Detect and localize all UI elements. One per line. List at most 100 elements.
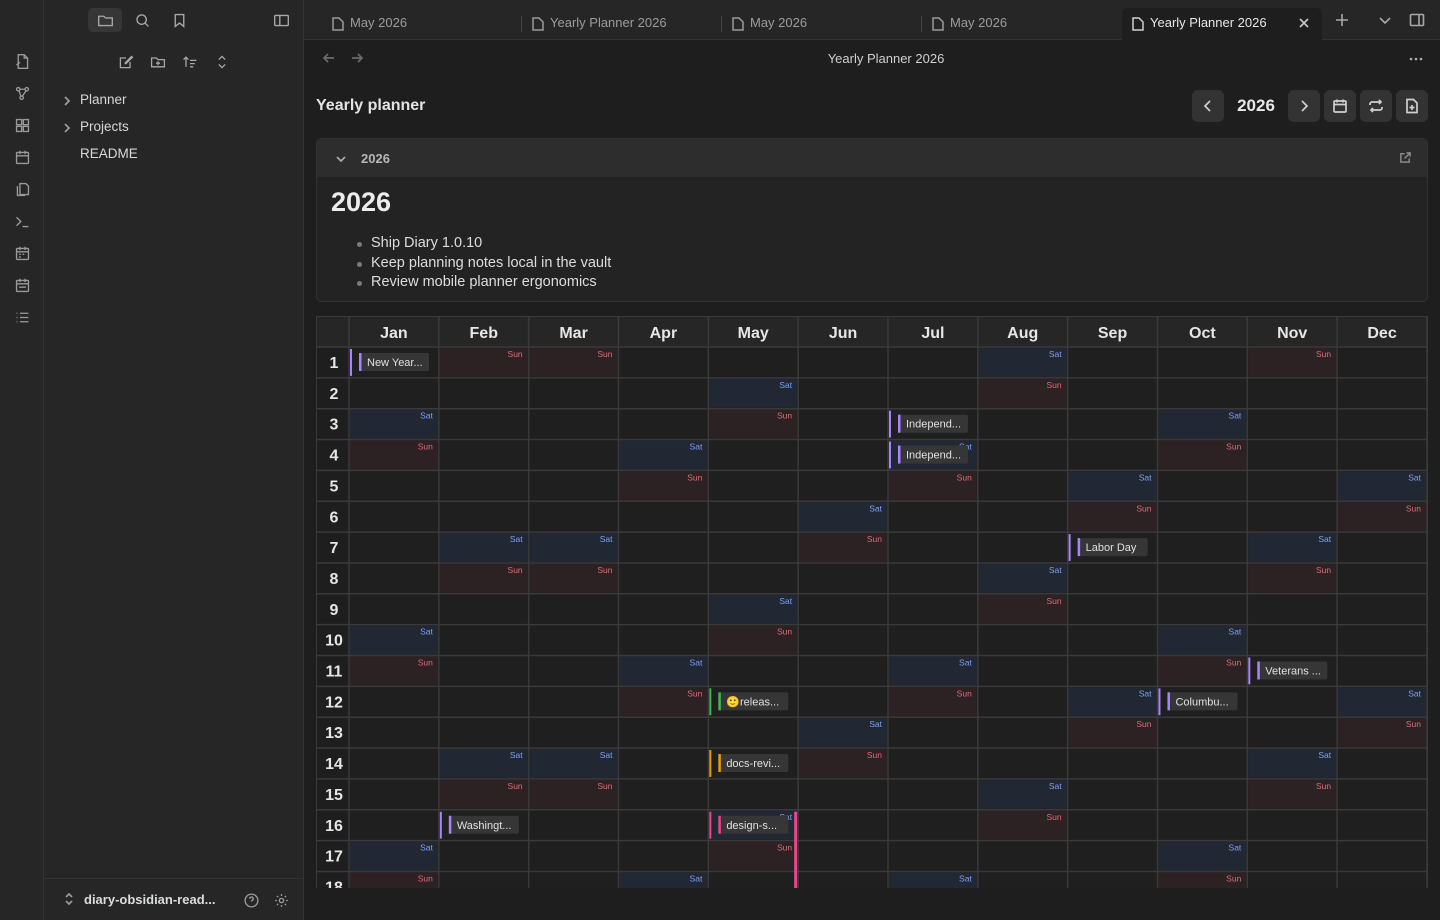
graph-icon[interactable] (12, 83, 32, 103)
day-cell[interactable] (1248, 749, 1337, 778)
day-cell[interactable] (529, 718, 618, 748)
file-icon[interactable] (12, 51, 32, 71)
previous-year-button[interactable] (1192, 90, 1224, 122)
day-cell[interactable] (709, 594, 798, 624)
next-year-button[interactable] (1288, 90, 1320, 122)
day-cell[interactable] (350, 409, 438, 439)
day-cell[interactable] (978, 348, 1067, 377)
day-cell[interactable] (619, 656, 708, 686)
day-cell[interactable] (1068, 749, 1157, 778)
day-cell[interactable] (888, 378, 977, 408)
planner-icon[interactable] (12, 243, 32, 263)
day-cell[interactable] (1248, 440, 1337, 470)
pages-icon[interactable] (12, 179, 32, 199)
day-cell[interactable] (709, 656, 798, 686)
day-cell[interactable] (888, 749, 977, 778)
day-cell[interactable] (1158, 872, 1247, 888)
search-icon[interactable] (125, 8, 159, 32)
day-cell[interactable] (439, 687, 528, 717)
day-cell[interactable] (1068, 718, 1157, 748)
day-cell[interactable] (350, 440, 438, 470)
day-cell[interactable] (1338, 533, 1426, 562)
day-cell[interactable] (1068, 440, 1157, 470)
day-cell[interactable] (1248, 409, 1337, 439)
day-cell[interactable] (619, 841, 708, 871)
right-sidebar-toggle-icon[interactable] (1407, 10, 1427, 30)
day-cell[interactable] (1338, 718, 1426, 748)
day-cell[interactable] (619, 594, 708, 624)
day-cell[interactable] (619, 749, 708, 778)
day-cell[interactable] (1158, 440, 1247, 470)
day-cell[interactable] (978, 779, 1067, 809)
day-cell[interactable] (350, 625, 438, 655)
event-label[interactable]: New Year... (367, 357, 423, 369)
day-cell[interactable] (439, 378, 528, 408)
day-cell[interactable] (1248, 502, 1337, 532)
event-label[interactable]: Washingt... (457, 820, 512, 832)
day-cell[interactable] (529, 378, 618, 408)
event-label[interactable]: Independ... (906, 419, 961, 431)
day-cell[interactable] (888, 718, 977, 748)
day-cell[interactable] (888, 471, 977, 501)
day-cell[interactable] (619, 872, 708, 888)
day-cell[interactable] (1158, 841, 1247, 871)
tab-yearly-planner-2026-1[interactable]: Yearly Planner 2026 (522, 8, 722, 40)
new-note-button[interactable] (1396, 90, 1428, 122)
day-cell[interactable] (1338, 810, 1426, 840)
day-cell[interactable] (888, 779, 977, 809)
event-chip[interactable] (359, 353, 429, 371)
day-cell[interactable] (1068, 625, 1157, 655)
tree-item-readme[interactable]: README (44, 140, 304, 167)
day-cell[interactable] (439, 749, 528, 778)
today-calendar-button[interactable] (1324, 90, 1356, 122)
day-cell[interactable] (619, 471, 708, 501)
day-cell[interactable] (1068, 810, 1157, 840)
day-cell[interactable] (709, 348, 798, 377)
day-cell[interactable] (529, 440, 618, 470)
day-cell[interactable] (350, 563, 438, 593)
day-cell[interactable] (799, 749, 887, 778)
day-cell[interactable] (888, 810, 977, 840)
day-cell[interactable] (619, 718, 708, 748)
day-cell[interactable] (1068, 872, 1157, 888)
day-cell[interactable] (709, 779, 798, 809)
day-cell[interactable] (350, 471, 438, 501)
day-cell[interactable] (529, 810, 618, 840)
day-cell[interactable] (350, 687, 438, 717)
event-chip[interactable] (1167, 692, 1238, 711)
external-link-icon[interactable] (1399, 151, 1413, 165)
day-cell[interactable] (1338, 749, 1426, 778)
event-chip[interactable] (897, 414, 968, 433)
day-cell[interactable] (709, 718, 798, 748)
forward-arrow-icon[interactable] (350, 51, 366, 67)
day-cell[interactable] (1158, 409, 1247, 439)
day-cell[interactable] (799, 533, 887, 562)
tab-may-2026-3[interactable]: May 2026 (922, 8, 1122, 40)
day-cell[interactable] (439, 841, 528, 871)
day-cell[interactable] (529, 872, 618, 888)
callout-header[interactable]: 2026 (317, 139, 1427, 177)
day-cell[interactable] (619, 440, 708, 470)
tab-may-2026-1[interactable]: May 2026 (322, 8, 522, 40)
day-cell[interactable] (1158, 594, 1247, 624)
day-cell[interactable] (1068, 687, 1157, 717)
day-cell[interactable] (1068, 502, 1157, 532)
day-cell[interactable] (799, 810, 887, 840)
day-cell[interactable] (799, 779, 887, 809)
help-icon[interactable] (241, 890, 261, 910)
day-cell[interactable] (799, 471, 887, 501)
day-cell[interactable] (1338, 502, 1426, 532)
day-cell[interactable] (888, 502, 977, 532)
day-cell[interactable] (1158, 378, 1247, 408)
day-cell[interactable] (799, 348, 887, 377)
day-cell[interactable] (619, 409, 708, 439)
day-cell[interactable] (350, 533, 438, 562)
day-cell[interactable] (529, 348, 618, 377)
day-cell[interactable] (619, 348, 708, 377)
day-cell[interactable] (1068, 841, 1157, 871)
day-cell[interactable] (978, 563, 1067, 593)
day-cell[interactable] (888, 841, 977, 871)
event-chip[interactable] (897, 445, 968, 464)
day-cell[interactable] (1248, 625, 1337, 655)
day-cell[interactable] (1068, 594, 1157, 624)
